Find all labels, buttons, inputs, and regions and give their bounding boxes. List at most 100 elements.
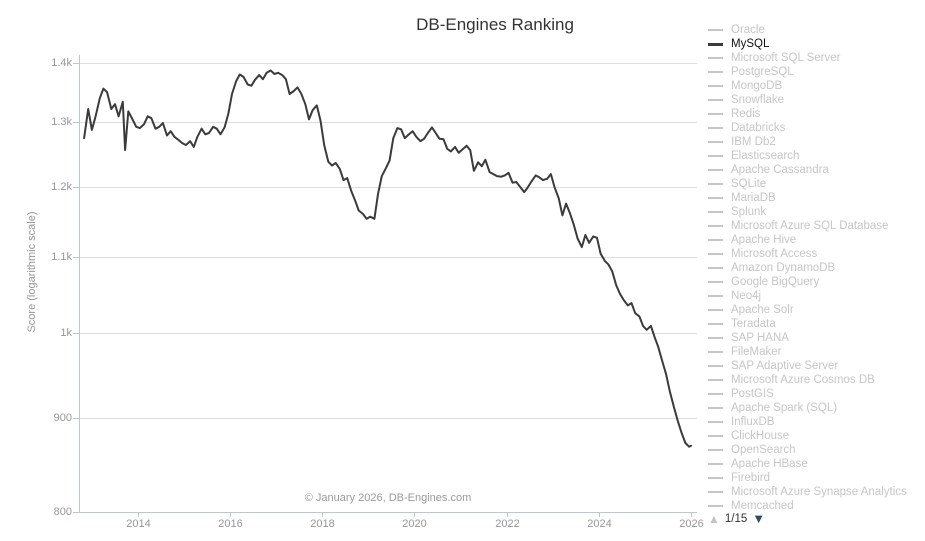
legend-line-swatch (708, 379, 723, 381)
legend-line-swatch (708, 225, 723, 227)
legend-item-label: ClickHouse (731, 430, 790, 442)
legend-item-label: SAP HANA (731, 332, 789, 344)
legend-item-sap-adaptive-server[interactable]: SAP Adaptive Server (708, 359, 923, 373)
legend-item-mongodb[interactable]: MongoDB (708, 79, 923, 93)
legend-line-swatch (708, 57, 723, 59)
legend-item-label: PostgreSQL (731, 66, 794, 78)
y-tick-label: 800 (53, 506, 72, 518)
legend-item-label: SAP Adaptive Server (731, 360, 839, 372)
legend-item-apache-hbase[interactable]: Apache HBase (708, 457, 923, 471)
legend-item-google-bigquery[interactable]: Google BigQuery (708, 275, 923, 289)
legend-line-swatch (708, 505, 723, 507)
legend-item-label: Apache Cassandra (731, 164, 829, 176)
legend-item-postgis[interactable]: PostGIS (708, 387, 923, 401)
legend-page-down-icon[interactable]: ▼ (752, 511, 766, 526)
x-tick-label: 2026 (679, 518, 704, 530)
legend-line-swatch (708, 197, 723, 199)
x-tick-label: 2016 (218, 518, 243, 530)
legend-item-oracle[interactable]: Oracle (708, 23, 923, 37)
legend-line-swatch (708, 183, 723, 185)
page-title: DB-Engines Ranking (416, 15, 574, 34)
legend-item-label: Databricks (731, 122, 786, 134)
legend-line-swatch (708, 435, 723, 437)
legend-item-label: PostGIS (731, 388, 774, 400)
legend-item-neo4j[interactable]: Neo4j (708, 289, 923, 303)
legend-line-swatch (708, 155, 723, 157)
legend-item-label: MongoDB (731, 80, 783, 92)
legend-line-swatch (708, 281, 723, 283)
legend-item-splunk[interactable]: Splunk (708, 205, 923, 219)
legend-item-label: Firebird (731, 472, 770, 484)
legend-pagination: ▲ 1/15 ▼ (708, 511, 765, 526)
legend-item-elasticsearch[interactable]: Elasticsearch (708, 149, 923, 163)
mysql-series-line[interactable] (83, 69, 692, 448)
legend-item-label: Microsoft Azure Cosmos DB (731, 374, 875, 386)
legend-line-swatch (708, 393, 723, 395)
legend-item-amazon-dynamodb[interactable]: Amazon DynamoDB (708, 261, 923, 275)
legend-line-swatch (708, 99, 723, 101)
legend-line-swatch (708, 421, 723, 423)
legend-item-influxdb[interactable]: InfluxDB (708, 415, 923, 429)
legend-item-microsoft-sql-server[interactable]: Microsoft SQL Server (708, 51, 923, 65)
legend-item-microsoft-azure-synapse-analytics[interactable]: Microsoft Azure Synapse Analytics (708, 485, 923, 499)
legend-line-swatch (708, 85, 723, 87)
watermark-text: © January 2026, DB-Engines.com (304, 492, 472, 504)
legend-item-microsoft-access[interactable]: Microsoft Access (708, 247, 923, 261)
legend-item-label: Google BigQuery (731, 276, 820, 288)
legend-item-label: Apache Spark (SQL) (731, 402, 838, 414)
legend-item-clickhouse[interactable]: ClickHouse (708, 429, 923, 443)
legend-item-label: Amazon DynamoDB (731, 262, 836, 274)
legend-item-memcached[interactable]: Memcached (708, 499, 923, 510)
legend-item-firebird[interactable]: Firebird (708, 471, 923, 485)
legend-item-label: MySQL (731, 38, 770, 50)
legend-item-label: SQLite (731, 178, 767, 190)
legend-item-label: InfluxDB (731, 416, 775, 428)
y-tick-label: 1.3k (51, 116, 72, 128)
legend-item-sqlite[interactable]: SQLite (708, 177, 923, 191)
legend-item-microsoft-azure-cosmos-db[interactable]: Microsoft Azure Cosmos DB (708, 373, 923, 387)
legend-line-swatch (708, 295, 723, 297)
x-tick-label: 2024 (587, 518, 612, 530)
legend-item-databricks[interactable]: Databricks (708, 121, 923, 135)
y-tick-label: 1k (60, 327, 72, 339)
legend-item-apache-hive[interactable]: Apache Hive (708, 233, 923, 247)
legend-item-mariadb[interactable]: MariaDB (708, 191, 923, 205)
legend-page-up-icon[interactable]: ▲ (708, 511, 720, 526)
legend-item-label: Neo4j (731, 290, 762, 302)
legend-item-postgresql[interactable]: PostgreSQL (708, 65, 923, 79)
legend-item-mysql[interactable]: MySQL (708, 37, 923, 51)
legend-line-swatch (708, 127, 723, 129)
legend-item-label: Apache Solr (731, 304, 794, 316)
legend-line-swatch (708, 449, 723, 451)
legend-item-label: Microsoft Azure Synapse Analytics (731, 486, 907, 498)
x-tick-label: 2018 (310, 518, 335, 530)
legend-item-sap-hana[interactable]: SAP HANA (708, 331, 923, 345)
legend-item-apache-spark-sql[interactable]: Apache Spark (SQL) (708, 401, 923, 415)
legend-line-swatch (708, 253, 723, 255)
legend-item-label: Redis (731, 108, 761, 120)
y-tick-label: 1.2k (51, 181, 72, 193)
legend-item-redis[interactable]: Redis (708, 107, 923, 121)
legend-item-teradata[interactable]: Teradata (708, 317, 923, 331)
legend: Oracle MySQL Microsoft SQL Server PostgreSQ… (708, 23, 923, 510)
y-tick-label: 1.4k (51, 57, 72, 69)
legend-item-opensearch[interactable]: OpenSearch (708, 443, 923, 457)
legend-item-snowflake[interactable]: Snowflake (708, 93, 923, 107)
y-tick-label: 900 (53, 412, 72, 424)
legend-item-label: Memcached (731, 500, 794, 510)
legend-line-swatch (708, 477, 723, 479)
legend-item-microsoft-azure-sql-database[interactable]: Microsoft Azure SQL Database (708, 219, 923, 233)
legend-item-ibm-db2[interactable]: IBM Db2 (708, 135, 923, 149)
legend-line-swatch (708, 491, 723, 493)
legend-item-label: Microsoft SQL Server (731, 52, 841, 64)
x-tick-label: 2020 (402, 518, 427, 530)
legend-item-apache-cassandra[interactable]: Apache Cassandra (708, 163, 923, 177)
legend-line-swatch (708, 239, 723, 241)
legend-item-label: Splunk (731, 206, 767, 218)
legend-page-number: 1/15 (724, 512, 748, 525)
legend-item-filemaker[interactable]: FileMaker (708, 345, 923, 359)
legend-line-swatch (708, 407, 723, 409)
x-tick-label: 2022 (495, 518, 520, 530)
legend-item-apache-solr[interactable]: Apache Solr (708, 303, 923, 317)
